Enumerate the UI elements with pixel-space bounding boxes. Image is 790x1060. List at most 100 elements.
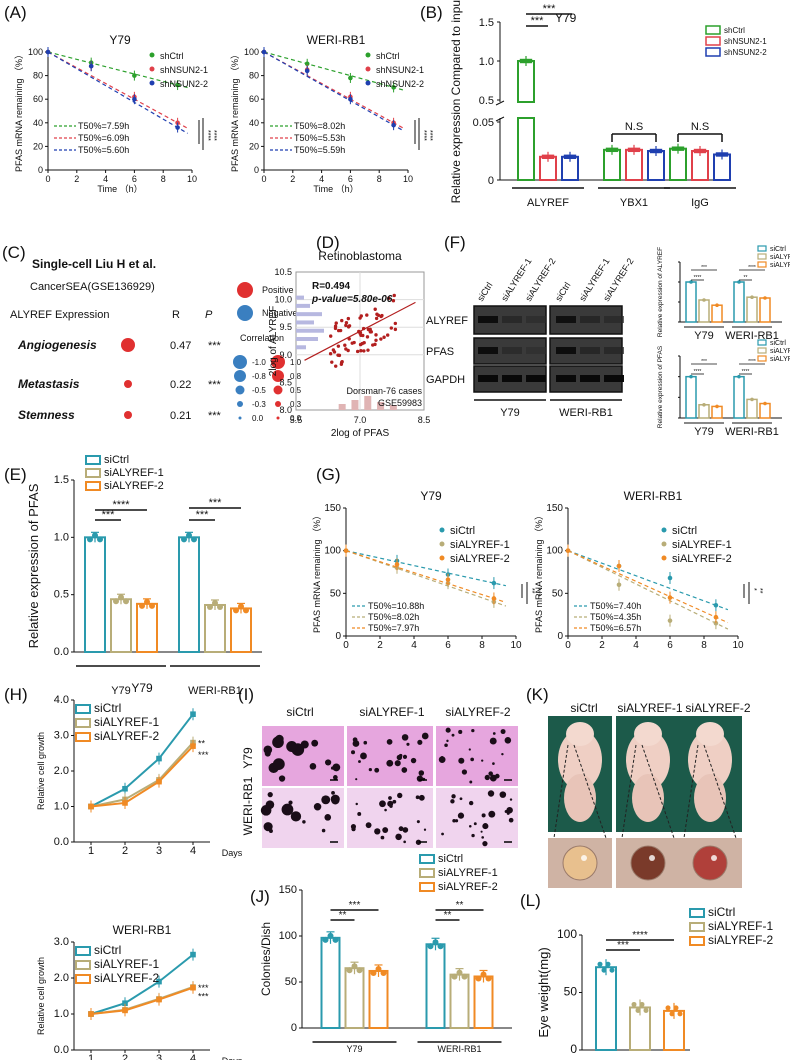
y-tick-label: 50: [285, 976, 297, 988]
category-label: YBX1: [620, 197, 648, 209]
data-point: [491, 580, 497, 586]
y-tick-label: 150: [324, 503, 341, 514]
table-title: Single-cell Liu H et al.: [32, 257, 156, 271]
colony: [278, 775, 286, 782]
colony: [481, 836, 484, 839]
legend-value: -0.3: [252, 400, 266, 409]
data-point: [605, 961, 611, 967]
data-point: [715, 152, 721, 157]
y-tick-label: 0.0: [54, 1044, 69, 1056]
y-tick-label: 60: [249, 94, 259, 104]
data-point: [661, 541, 667, 547]
significance-label: ****: [694, 275, 702, 281]
negative-dot: [237, 305, 253, 321]
data-point: [545, 154, 551, 159]
colony: [441, 832, 444, 836]
y-axis-label: PFAS mRNA remaining （%）: [312, 511, 322, 633]
series-line: [567, 550, 729, 611]
y-tick-label: 0: [38, 165, 43, 175]
colony: [351, 750, 356, 755]
data-point: [631, 147, 637, 153]
y-tick-label: 1.5: [479, 17, 494, 29]
data-point: [132, 73, 137, 78]
significance-label: ***: [209, 497, 223, 509]
data-point: [616, 582, 622, 588]
data-point: [667, 575, 673, 581]
colony: [357, 812, 362, 816]
colony: [469, 780, 473, 784]
data-point: [671, 146, 677, 151]
colony: [416, 775, 424, 782]
t50-label: T50%=8.02h: [294, 121, 345, 131]
significance-label: ****: [742, 369, 750, 375]
histogram-bar: [377, 402, 385, 410]
panel-k: (K) siCtrl siALYREF-1 siALYREF-2: [526, 685, 751, 888]
panel-letter: (K): [526, 685, 549, 704]
colony: [504, 737, 512, 744]
bar: [473, 975, 494, 1029]
data-point: [763, 401, 767, 406]
colony: [421, 732, 429, 740]
data-point: [360, 341, 364, 346]
blot-band: [502, 347, 522, 354]
chart-title: WERI-RB1: [624, 489, 683, 503]
x-tick-label: 6: [132, 174, 137, 184]
colony: [374, 828, 381, 835]
axes: [581, 935, 690, 1051]
colony: [388, 796, 392, 800]
data-point: [190, 984, 196, 991]
colony: [382, 827, 389, 834]
colony: [272, 758, 285, 771]
colony: [402, 754, 408, 759]
data-point: [461, 973, 468, 980]
histogram-bar: [296, 295, 304, 300]
series-line: [567, 550, 729, 624]
significance-label: ****: [748, 265, 756, 271]
significance-label: ***: [198, 983, 209, 993]
x-tick-label: 0: [565, 640, 571, 651]
colony: [403, 840, 406, 844]
correlation-dot: [124, 411, 132, 419]
colony: [401, 734, 409, 741]
colony: [406, 742, 410, 746]
data-point: [175, 125, 180, 130]
axes: [567, 508, 738, 637]
x-tick-label: 7.0: [354, 415, 367, 425]
colony: [268, 829, 273, 833]
significance-label: ****: [112, 499, 130, 511]
y-axis-label: PFAS mRNA remaining （%）: [14, 50, 24, 172]
data-point: [238, 603, 244, 610]
colony: [275, 734, 284, 744]
y-tick-label: 0.5: [54, 589, 69, 601]
y-tick-label: 100: [557, 927, 577, 941]
mouse-body: [558, 730, 602, 790]
bar: [733, 281, 745, 323]
bar: [230, 607, 252, 654]
colony: [480, 830, 483, 833]
data-point: [348, 96, 353, 102]
colony-image: [347, 726, 433, 786]
data-point: [635, 1007, 641, 1013]
legend-label: siCtrl: [450, 525, 475, 537]
data-point: [304, 61, 310, 67]
note-label: Dorsman-76 cases: [346, 386, 422, 396]
bar: [425, 943, 446, 1030]
t50-label: T50%=6.09h: [78, 133, 129, 143]
legend-dot: [275, 401, 281, 407]
histogram-bar: [296, 320, 314, 325]
legend-label: siCtrl: [438, 853, 463, 865]
x-tick-label: 2: [122, 845, 128, 857]
data-point: [661, 555, 667, 561]
data-point: [715, 404, 719, 409]
data-point: [445, 577, 451, 582]
histogram-bar: [296, 345, 306, 350]
r-value: 0.47: [170, 340, 191, 352]
significance-label: **: [198, 739, 206, 749]
colony: [417, 739, 423, 745]
data-point: [387, 296, 391, 300]
data-point: [374, 333, 378, 337]
colony: [358, 760, 361, 763]
x-tick-label: 4: [190, 1053, 196, 1060]
